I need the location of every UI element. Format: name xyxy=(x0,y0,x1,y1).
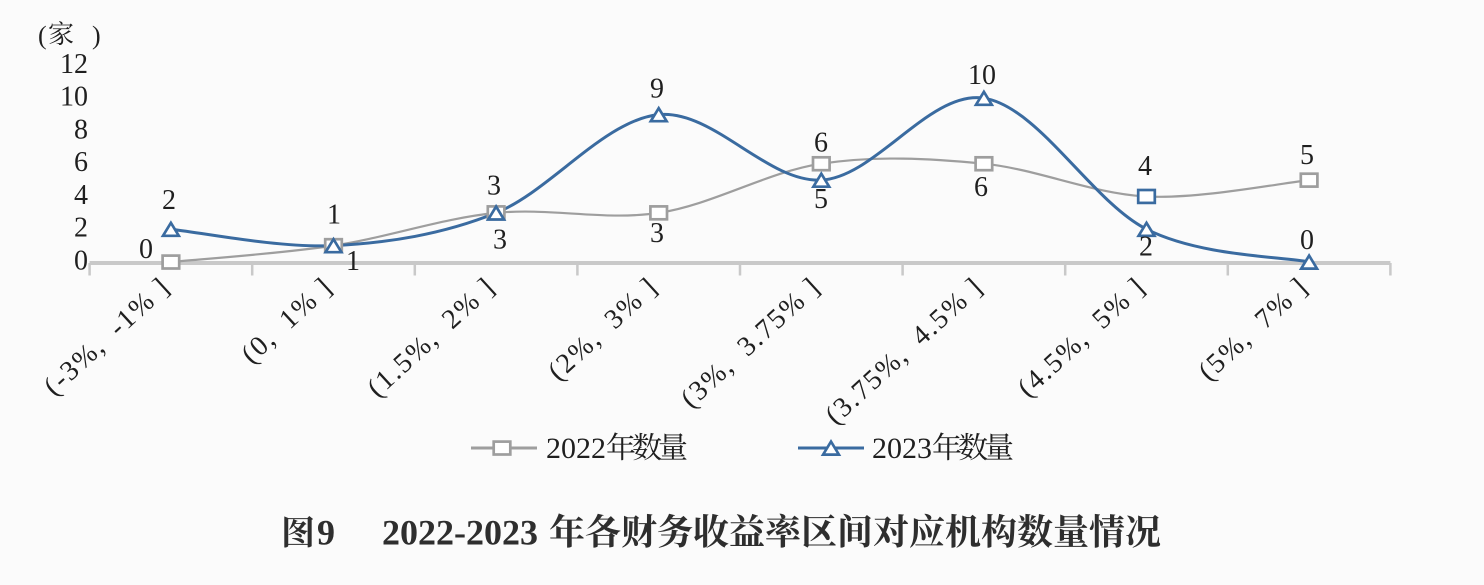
svg-text:8: 8 xyxy=(74,115,88,146)
svg-text:12: 12 xyxy=(60,49,88,80)
svg-text:2022: 2022 xyxy=(546,432,606,465)
svg-text:3: 3 xyxy=(650,218,664,249)
svg-text:6: 6 xyxy=(74,147,88,178)
svg-text:0: 0 xyxy=(1300,225,1314,256)
svg-text:10: 10 xyxy=(968,60,996,91)
svg-text:5: 5 xyxy=(814,184,828,215)
svg-text:6: 6 xyxy=(814,128,828,159)
svg-text:9: 9 xyxy=(650,74,664,105)
svg-text:2: 2 xyxy=(1139,232,1153,263)
svg-text:2: 2 xyxy=(74,213,88,244)
svg-text:6: 6 xyxy=(974,172,988,203)
svg-text:4: 4 xyxy=(74,180,88,211)
svg-text:9: 9 xyxy=(317,513,335,553)
svg-text:(: ( xyxy=(38,21,47,50)
svg-text:5: 5 xyxy=(1300,140,1314,171)
svg-text:2: 2 xyxy=(162,185,176,216)
svg-text:10: 10 xyxy=(60,82,88,113)
svg-text:1: 1 xyxy=(346,246,360,277)
svg-text:2023: 2023 xyxy=(872,432,932,465)
svg-text:0: 0 xyxy=(139,234,153,265)
svg-text:4: 4 xyxy=(1138,151,1152,182)
svg-text:): ) xyxy=(92,21,101,50)
svg-text:3: 3 xyxy=(493,225,507,256)
svg-text:0: 0 xyxy=(74,246,88,277)
svg-text:3: 3 xyxy=(487,171,501,202)
svg-text:2022-2023: 2022-2023 xyxy=(382,513,538,553)
svg-text:1: 1 xyxy=(327,200,341,231)
